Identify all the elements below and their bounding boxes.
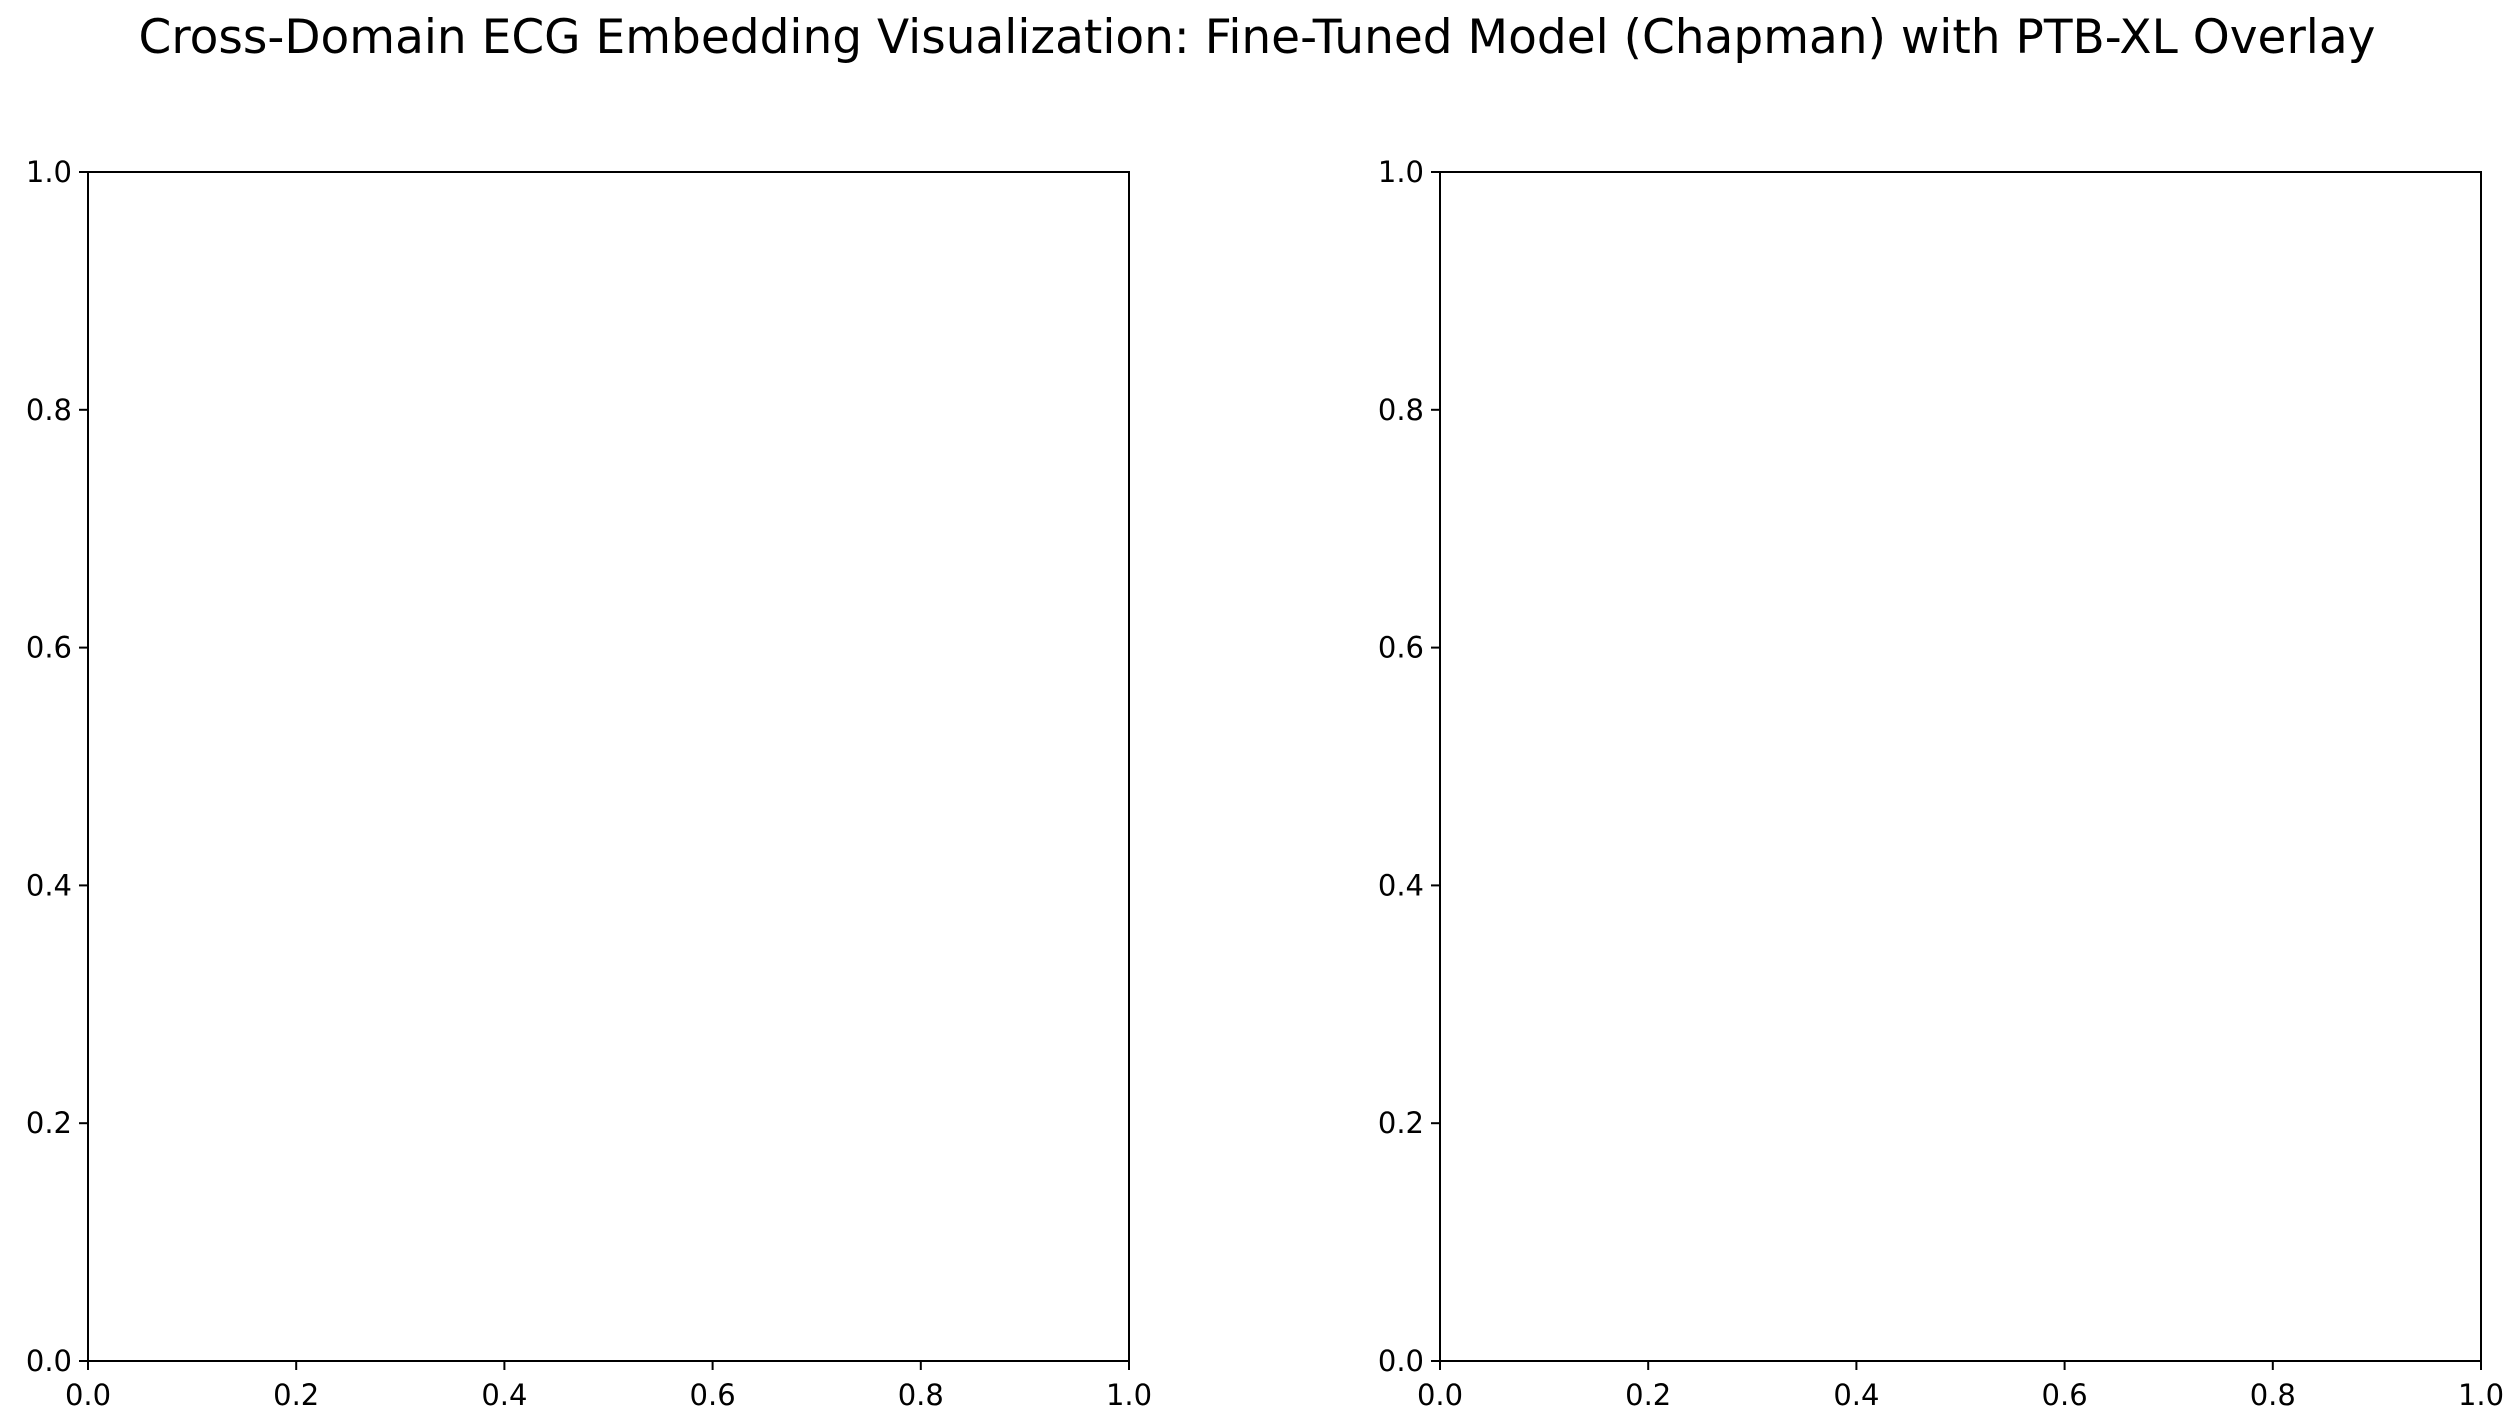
subplot-2: 0.0 0.2 0.4 0.6 0.8 1.0 0.0 0.2 0.4 0.6 0.8 1.0 [1378,155,2504,1412]
y-tick-label: 1.0 [26,155,72,189]
y-tick-label: 0.4 [26,868,72,902]
y-tick-label: 0.8 [1378,393,1424,427]
y-tick-label: 1.0 [1378,155,1424,189]
x-tick-label: 0.8 [2250,1378,2296,1412]
y-tick-label: 0.2 [26,1106,72,1140]
y-tick-label: 0.2 [1378,1106,1424,1140]
x-tick-label: 0.0 [1417,1378,1463,1412]
x-tick-label: 0.6 [690,1378,736,1412]
y-tick-label: 0.0 [1378,1344,1424,1378]
axes-frame [87,171,1130,1362]
x-tick-label: 0.0 [65,1378,111,1412]
y-tick-label: 0.8 [26,393,72,427]
x-tick-label: 0.2 [1625,1378,1671,1412]
x-tick-label: 0.6 [2042,1378,2088,1412]
x-tick-label: 1.0 [1106,1378,1152,1412]
x-tick-label: 0.8 [898,1378,944,1412]
y-tick-label: 0.0 [26,1344,72,1378]
x-tick-label: 0.4 [1833,1378,1879,1412]
subplot-1: 0.0 0.2 0.4 0.6 0.8 1.0 0.0 0.2 0.4 0.6 0.8 1.0 [26,155,1152,1412]
figure-title: Cross-Domain ECG Embedding Visualization… [138,10,2376,65]
y-tick-label: 0.6 [1378,631,1424,665]
x-tick-label: 1.0 [2458,1378,2504,1412]
x-tick-label: 0.2 [273,1378,319,1412]
y-tick-label: 0.6 [26,631,72,665]
x-tick-label: 0.4 [481,1378,527,1412]
y-tick-label: 0.4 [1378,868,1424,902]
axes-frame [1439,171,2482,1362]
